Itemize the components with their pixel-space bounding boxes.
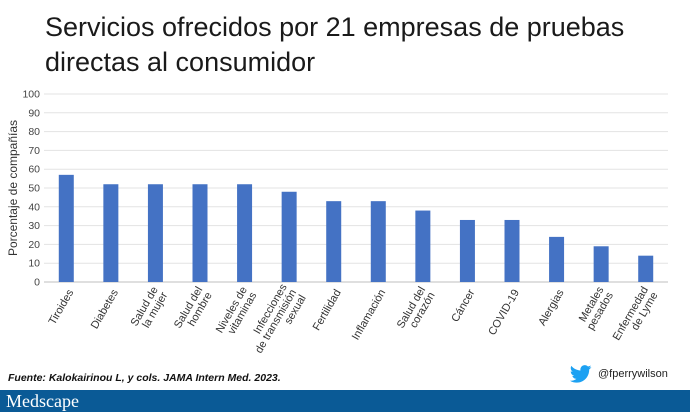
bar <box>459 219 475 282</box>
x-tick-label: Inflamación <box>350 288 389 343</box>
y-tick-label: 60 <box>28 164 40 176</box>
title-line-1: Servicios ofrecidos por 21 empresas de p… <box>45 12 625 42</box>
y-tick-label: 0 <box>34 277 40 289</box>
bar <box>103 184 119 282</box>
bar <box>281 191 297 282</box>
bar <box>504 219 520 282</box>
x-tick-label: Enfermedadde Lyme <box>611 285 661 348</box>
y-tick-label: 40 <box>28 201 40 213</box>
bar <box>549 236 565 282</box>
y-tick-label: 90 <box>28 107 40 119</box>
bar <box>415 210 431 282</box>
x-tick-label-line: Fertilidad <box>311 288 344 333</box>
x-tick-label-line: Inflamación <box>350 288 389 343</box>
x-tick-label: Alergias <box>536 287 567 328</box>
bar <box>147 184 163 282</box>
x-tick-label-line: Diabetes <box>89 287 121 331</box>
x-tick-label: Salud delcorazón <box>395 285 438 336</box>
x-tick-label: Niveles devitaminas <box>214 284 260 340</box>
x-tick-label: Fertilidad <box>311 288 344 333</box>
x-tick-label-line: Alergias <box>536 287 567 328</box>
bar <box>326 201 342 282</box>
bar <box>192 184 208 282</box>
x-tick-label: Salud dela mujer <box>129 284 171 333</box>
x-tick-label: Metalespesados <box>575 284 616 332</box>
x-tick-label: COVID-19 <box>486 288 522 338</box>
chart-title: Servicios ofrecidos por 21 empresas de p… <box>45 10 665 80</box>
y-tick-label: 70 <box>28 145 40 157</box>
y-tick-label: 20 <box>28 239 40 251</box>
y-tick-label: 10 <box>28 258 40 270</box>
bar-chart: 0 10 20 30 40 50 60 70 80 90 100 Porcentaje de comp… <box>6 89 668 355</box>
bar <box>593 246 609 282</box>
x-tick-label: Salud delhombre <box>172 285 215 336</box>
x-tick-label-line: Cáncer <box>449 287 477 324</box>
bar <box>638 255 654 282</box>
title-line-2: directas al consumidor <box>45 47 316 77</box>
y-tick-label: 50 <box>28 183 40 195</box>
bar <box>370 201 386 282</box>
twitter-credit[interactable]: @fperrywilson <box>570 363 668 385</box>
x-tick-label: Diabetes <box>89 287 121 331</box>
footer-bar: Medscape <box>0 390 690 412</box>
brand-logo[interactable]: Medscape <box>6 391 79 411</box>
bar <box>58 174 74 282</box>
x-tick-label-line: COVID-19 <box>486 288 522 338</box>
bar <box>237 184 253 282</box>
twitter-icon <box>570 365 592 383</box>
y-tick-label: 100 <box>22 89 40 101</box>
x-tick-label: Cáncer <box>449 287 477 324</box>
y-axis-label: Porcentaje de compañías <box>6 120 20 256</box>
y-tick-label: 30 <box>28 220 40 232</box>
x-tick-label-line: Tiroides <box>47 287 77 327</box>
source-citation: Fuente: Kalokairinou L, y cols. JAMA Int… <box>8 372 281 384</box>
y-tick-label: 80 <box>28 126 40 138</box>
x-tick-label: Tiroides <box>47 287 77 327</box>
twitter-handle: @fperrywilson <box>598 368 668 380</box>
